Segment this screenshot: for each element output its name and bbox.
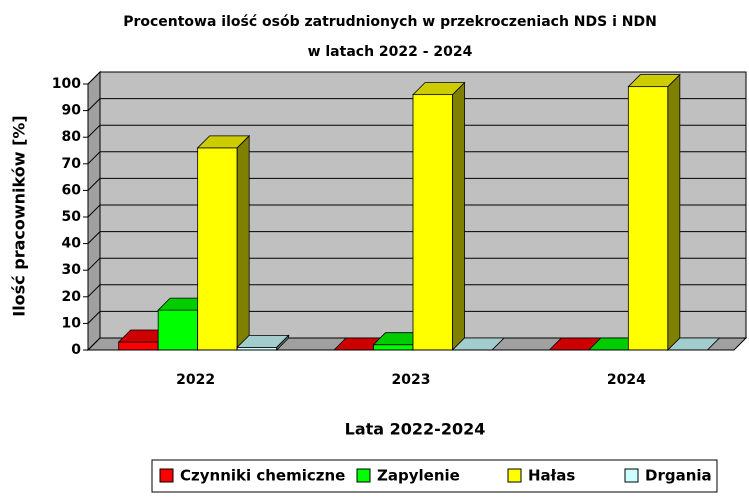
y-tick-label: 40: [62, 236, 82, 252]
y-tick-label: 20: [62, 289, 82, 305]
x-tick-label: 2022: [176, 372, 215, 388]
legend-swatch: [624, 468, 639, 483]
y-tick-label: 100: [52, 76, 81, 92]
bar-side: [667, 73, 681, 351]
y-axis-title: Ilość pracowników [%]: [10, 115, 29, 317]
legend-swatch: [159, 468, 174, 483]
legend-swatch: [507, 468, 522, 483]
grid-line: [87, 257, 746, 271]
grid-line: [87, 151, 746, 165]
bar-side: [452, 81, 465, 351]
legend-label: Hałas: [528, 467, 575, 485]
chart-title: Procentowa ilość osób zatrudnionych w pr…: [123, 14, 657, 30]
y-tick-label: 90: [62, 103, 82, 119]
bar-front: [412, 94, 453, 351]
bar-front: [627, 86, 669, 351]
y-tick-label: 30: [62, 262, 82, 278]
x-tick-label: 2023: [392, 372, 431, 388]
legend-box: [151, 459, 718, 493]
grid-line: [87, 337, 746, 351]
bar-top: [236, 334, 290, 348]
y-tick-label: 80: [62, 129, 82, 145]
grid-line: [87, 310, 746, 324]
y-tick-label: 70: [62, 156, 82, 172]
bar-front: [197, 147, 238, 351]
bar-front: [118, 341, 159, 351]
grid-line: [87, 98, 746, 111]
bar-side: [236, 134, 250, 351]
chart-title: w latach 2022 - 2024: [308, 44, 473, 60]
y-tick-label: 10: [62, 315, 82, 331]
y-tick-label: 50: [62, 209, 82, 225]
legend-swatch: [356, 468, 371, 483]
bar-front: [373, 344, 414, 351]
legend-label: Zapylenie: [377, 467, 460, 485]
y-tick-label: 0: [71, 342, 81, 358]
grid-line: [87, 71, 746, 85]
bar-top: [196, 135, 251, 149]
grid-line: [87, 177, 746, 191]
grid-line: [87, 124, 746, 138]
grid-line: [87, 231, 746, 244]
grid-line: [87, 204, 746, 218]
y-tick-label: 60: [62, 182, 82, 198]
x-axis-title: Lata 2022-2024: [345, 420, 486, 439]
grid-line: [87, 284, 746, 298]
bar-front: [157, 309, 199, 351]
legend-label: Czynniki chemiczne: [180, 467, 345, 485]
x-tick-label: 2024: [607, 372, 646, 388]
legend-label: Drgania: [645, 467, 712, 485]
bar-top: [412, 82, 466, 96]
bar-top: [627, 74, 681, 88]
